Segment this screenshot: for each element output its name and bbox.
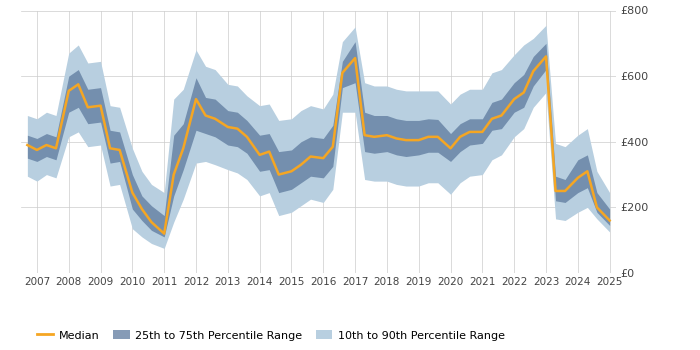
Legend: Median, 25th to 75th Percentile Range, 10th to 90th Percentile Range: Median, 25th to 75th Percentile Range, 1… [32,326,510,345]
